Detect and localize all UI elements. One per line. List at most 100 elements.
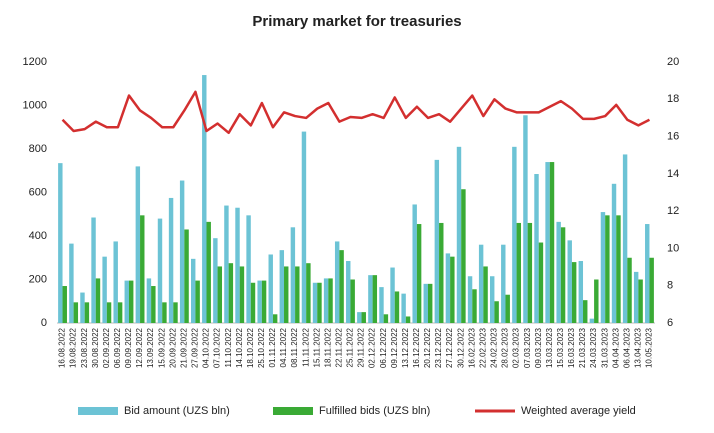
x-tick-label: 16.03.2023 <box>567 327 576 368</box>
x-tick-label: 09.03.2023 <box>534 327 543 368</box>
bar <box>124 280 129 323</box>
bar <box>80 292 85 323</box>
bar <box>571 262 577 323</box>
bar <box>312 282 318 323</box>
x-tick-label: 13.09.2022 <box>146 327 155 368</box>
bar <box>583 300 588 323</box>
bar <box>228 263 234 323</box>
y-tick-label: 400 <box>29 230 47 242</box>
bar <box>434 159 440 323</box>
bar <box>206 221 211 323</box>
bar <box>224 205 229 323</box>
legend-label: Bid amount (UZS bln) <box>124 405 230 417</box>
x-tick-label: 09.09.2022 <box>124 327 133 368</box>
y2-tick-label: 10 <box>667 242 679 254</box>
bar <box>295 266 300 323</box>
bar <box>523 115 528 323</box>
bar <box>106 302 112 323</box>
y2-tick-label: 14 <box>667 168 679 180</box>
bar <box>268 254 273 323</box>
bar <box>527 222 533 323</box>
bar <box>423 283 428 323</box>
bar <box>405 316 411 323</box>
bar <box>213 238 218 323</box>
bar <box>339 250 344 323</box>
bar <box>179 180 185 323</box>
x-tick-label: 08.11.2022 <box>290 327 299 367</box>
bar <box>62 286 67 323</box>
x-tick-label: 13.12.2022 <box>401 327 410 368</box>
bar <box>556 221 561 323</box>
x-tick-label: 25.11.2022 <box>346 327 355 367</box>
x-tick-label: 15.11.2022 <box>312 327 321 367</box>
bar <box>445 253 451 323</box>
legend-label: Fulfilled bids (UZS bln) <box>319 405 430 417</box>
bar <box>549 162 555 323</box>
y2-tick-label: 18 <box>667 93 679 105</box>
y2-tick-label: 8 <box>667 280 673 292</box>
x-tick-label: 18.11.2022 <box>323 327 332 367</box>
bar <box>272 314 278 323</box>
x-tick-label: 02.09.2022 <box>102 327 111 368</box>
x-tick-label: 25.10.2022 <box>257 327 266 368</box>
bar <box>202 75 207 323</box>
bar <box>173 302 178 323</box>
x-tick-label: 14.10.2022 <box>235 327 244 368</box>
x-tick-label: 02.12.2022 <box>368 327 377 368</box>
bar <box>379 287 384 323</box>
y2-tick-label: 12 <box>667 205 679 217</box>
bar <box>346 261 351 323</box>
bar <box>257 280 262 323</box>
x-tick-label: 20.09.2022 <box>168 327 177 368</box>
line <box>61 90 651 135</box>
bar <box>401 293 406 323</box>
bar <box>235 207 240 323</box>
bar <box>261 280 267 323</box>
legend-swatch <box>78 407 118 415</box>
x-tick-label: 06.04.2023 <box>622 327 631 368</box>
bar <box>501 244 506 323</box>
bar <box>427 283 433 323</box>
bar <box>456 146 462 323</box>
bar <box>195 280 200 323</box>
bar <box>84 302 90 323</box>
bar <box>578 261 584 323</box>
legend-label: Weighted average yield <box>521 405 636 417</box>
bar <box>622 154 628 323</box>
y2-tick-label: 20 <box>667 56 679 68</box>
x-tick-label: 04.10.2022 <box>202 327 211 368</box>
bar <box>494 301 499 323</box>
bar <box>600 212 606 323</box>
x-tick-label: 21.09.2022 <box>179 327 188 368</box>
x-tick-label: 24.03.2023 <box>589 327 598 368</box>
x-tick-label: 31.03.2023 <box>600 327 609 368</box>
bar <box>140 215 145 323</box>
bar <box>69 243 74 323</box>
bar <box>478 244 484 323</box>
bar <box>390 267 395 323</box>
x-tick-label: 22.11.2022 <box>334 327 343 367</box>
bar <box>102 256 107 323</box>
bar <box>328 278 333 323</box>
bar <box>649 257 654 323</box>
bar <box>284 266 289 323</box>
x-tick-label: 07.10.2022 <box>213 327 222 368</box>
x-tick-label: 27.09.2022 <box>191 327 200 368</box>
x-tick-label: 01.11.2022 <box>268 327 277 367</box>
y-tick-label: 1200 <box>23 56 47 68</box>
bar <box>357 312 362 323</box>
x-tick-label: 06.12.2022 <box>379 327 388 368</box>
x-tick-label: 20.12.2022 <box>423 327 432 368</box>
bar <box>633 271 639 323</box>
bar <box>589 318 595 323</box>
x-tick-label: 28.02.2023 <box>501 327 510 368</box>
x-tick-label: 07.03.2023 <box>523 327 532 368</box>
x-tick-label: 15.09.2022 <box>157 327 166 368</box>
bar <box>323 278 329 323</box>
bar <box>91 217 96 323</box>
y2-tick-label: 6 <box>667 317 673 329</box>
bar <box>239 266 245 323</box>
bar <box>350 279 355 323</box>
x-tick-label: 06.09.2022 <box>113 327 122 368</box>
